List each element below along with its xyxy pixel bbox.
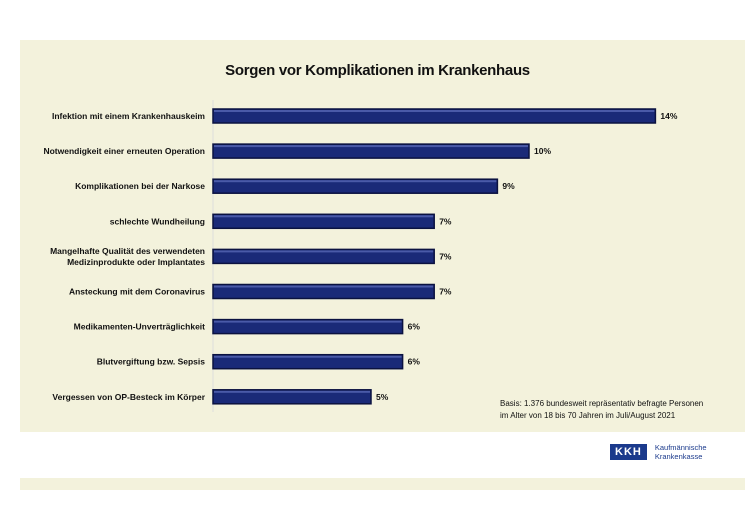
bar-highlight	[214, 180, 497, 183]
bar-highlight	[214, 250, 434, 253]
data-label: 9%	[502, 181, 515, 191]
bar	[212, 283, 435, 300]
bar	[212, 318, 404, 335]
data-label: 5%	[376, 392, 389, 402]
category-label: Komplikationen bei der Narkose	[75, 181, 205, 191]
category-label: schlechte Wundheilung	[110, 216, 205, 226]
data-label: 7%	[439, 251, 452, 261]
data-label: 14%	[660, 111, 677, 121]
bar	[212, 108, 657, 124]
bar	[212, 248, 435, 265]
category-label: Ansteckung mit dem Coronavirus	[69, 287, 205, 297]
basis-note: Basis: 1.376 bundesweit repräsentativ be…	[500, 398, 703, 422]
data-label: 7%	[439, 287, 452, 297]
bar	[212, 389, 372, 405]
category-label: Mangelhafte Qualität des verwendeten	[50, 246, 205, 256]
category-label: Medikamenten-Unverträglichkeit	[74, 322, 205, 332]
bar-highlight	[214, 320, 402, 323]
bar	[212, 178, 499, 194]
note-line: im Alter von 18 bis 70 Jahren im Juli/Au…	[500, 411, 676, 420]
category-label: Vergessen von OP-Besteck im Körper	[52, 392, 205, 402]
category-label: Infektion mit einem Krankenhauskeim	[52, 111, 205, 121]
category-label: Blutvergiftung bzw. Sepsis	[97, 357, 206, 367]
bar-highlight	[214, 110, 655, 112]
bar-highlight	[214, 145, 528, 148]
footer-strip	[20, 478, 745, 490]
category-label: Medizinprodukte oder Implantates	[67, 257, 205, 267]
logo-text: Krankenkasse	[654, 452, 703, 461]
bar	[212, 353, 404, 370]
bar	[212, 143, 530, 159]
bar	[212, 213, 435, 230]
category-label: Notwendigkeit einer erneuten Operation	[43, 146, 205, 156]
note-line: Basis: 1.376 bundesweit repräsentativ be…	[500, 399, 704, 408]
bar-highlight	[214, 355, 402, 358]
data-label: 6%	[408, 357, 421, 367]
bar-highlight	[214, 285, 434, 288]
data-label: 6%	[408, 322, 421, 332]
logo-mark: KKH	[610, 444, 647, 460]
bar-highlight	[214, 390, 370, 393]
chart-title: Sorgen vor Komplikationen im Krankenhaus	[225, 62, 530, 79]
bar-highlight	[214, 215, 434, 218]
data-label: 10%	[534, 146, 551, 156]
kkh-logo: KKH Kaufmännische Krankenkasse	[610, 443, 707, 461]
logo-text: Kaufmännische	[654, 443, 707, 452]
data-label: 7%	[439, 216, 452, 226]
